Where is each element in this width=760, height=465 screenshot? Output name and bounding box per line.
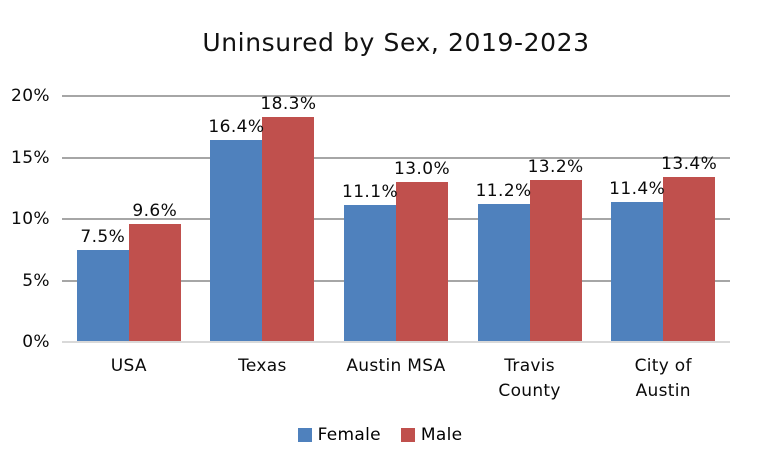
data-label-female-austin-msa: 11.1% [341,182,399,203]
gridline-15pct [62,156,730,159]
y-tick-label-20pct: 20% [11,86,50,106]
legend-swatch-male-icon [400,428,415,442]
data-label-male-austin-msa: 13.0% [393,159,451,180]
legend-swatch-female-icon [297,428,312,442]
bar-female-texas [210,140,263,342]
bar-male-city-of-austin [663,177,716,342]
x-tick-label-travis-county: Travis County [463,354,597,404]
bar-male-usa [128,223,181,342]
gridline-20pct [62,95,730,97]
legend: Female Male [0,425,760,445]
x-tick-line: USA [110,356,147,376]
bar-male-travis-county [529,179,582,342]
bar-male-texas [262,116,315,342]
data-label-female-travis-county: 11.2% [475,181,532,202]
x-tick-line: County [498,381,561,401]
x-axis-line [62,341,730,343]
data-label-female-city-of-austin: 11.4% [609,178,666,199]
legend-item-female: Female [297,425,381,445]
x-tick-label-texas: Texas [196,354,330,379]
bar-female-travis-county [477,204,530,342]
data-label-male-usa: 9.6% [132,200,178,221]
x-tick-line: Travis [504,356,555,376]
legend-label-male: Male [420,425,463,445]
x-tick-line: Austin [635,381,691,401]
plot-area: 7.5% 16.4% 11.1% 11.2% 11.4% 9.6% 18.3% 13.0% 13… [62,93,730,343]
y-tick-label-5pct: 5% [22,270,50,291]
x-tick-line: City of [634,356,692,376]
data-label-male-travis-county: 13.2% [527,156,584,177]
x-tick-label-usa: USA [62,354,196,379]
x-tick-label-austin-msa: Austin MSA [329,354,463,379]
data-label-male-city-of-austin: 13.4% [661,154,718,175]
data-label-female-usa: 7.5% [80,226,126,247]
bar-female-city-of-austin [611,201,664,342]
x-tick-line: Texas [238,356,287,376]
bar-male-austin-msa [396,182,448,342]
y-axis: 0% 5% 10% 15% 20% [0,86,54,352]
bar-female-usa [76,249,129,342]
y-tick-label-15pct: 15% [11,147,50,168]
data-label-female-texas: 16.4% [208,117,265,138]
data-label-male-texas: 18.3% [260,93,317,114]
x-tick-label-city-of-austin: City of Austin [596,354,730,404]
y-tick-label-10pct: 10% [11,209,50,229]
chart-title: Uninsured by Sex, 2019-2023 [202,28,590,57]
bar-female-austin-msa [344,205,396,342]
x-tick-line: Austin MSA [346,356,446,376]
y-tick-label-0pct: 0% [22,332,50,352]
legend-item-male: Male [400,425,463,445]
x-axis: USA Texas Austin MSA Travis County City of Aus… [62,354,730,414]
legend-label-female: Female [317,425,381,445]
